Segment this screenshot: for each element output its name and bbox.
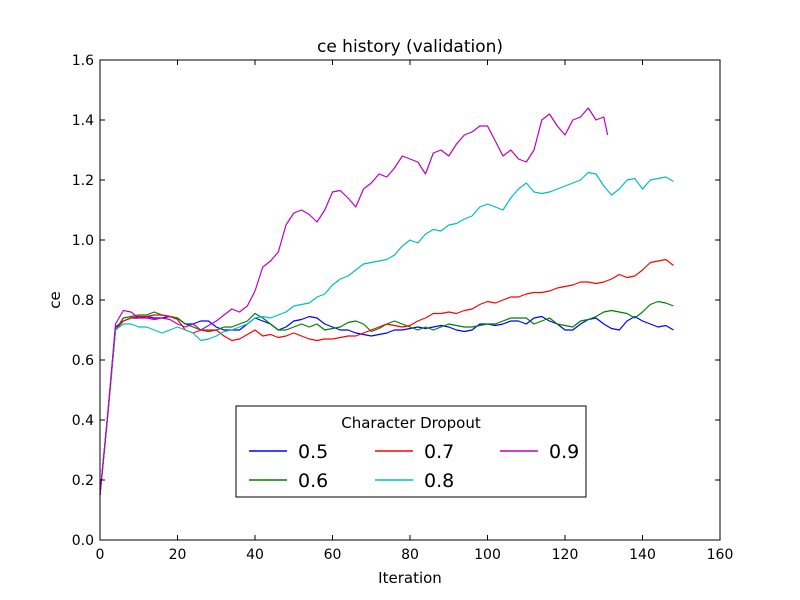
legend-label: 0.8 xyxy=(424,470,454,492)
y-tick-label: 0.0 xyxy=(72,533,94,549)
series-line-0-8 xyxy=(99,171,674,496)
y-tick-label: 1.2 xyxy=(72,173,94,189)
y-axis: 0.0 0.2 0.4 0.6 0.8 1.0 1.2 1.4 1.6 xyxy=(72,53,720,549)
y-tick-label: 0.2 xyxy=(72,473,94,489)
x-tick-label: 20 xyxy=(169,547,187,563)
x-tick-label: 0 xyxy=(96,547,105,563)
legend-entries: 0.5 0.6 0.7 0.8 0.9 xyxy=(249,441,579,492)
x-axis-title: Iteration xyxy=(378,569,442,587)
x-tick-label: 100 xyxy=(474,547,501,563)
series-line-0-9 xyxy=(99,107,609,496)
legend: Character Dropout 0.5 0.6 0.7 0.8 0.9 xyxy=(235,405,587,498)
y-tick-label: 1.4 xyxy=(72,113,94,129)
x-tick-label: 40 xyxy=(246,547,264,563)
y-tick-label: 1.6 xyxy=(72,53,94,69)
series-layer xyxy=(99,107,674,496)
x-tick-label: 160 xyxy=(707,547,734,563)
series-line-0-5 xyxy=(99,315,674,496)
legend-label: 0.7 xyxy=(424,441,454,463)
y-tick-label: 0.4 xyxy=(72,413,94,429)
legend-label: 0.6 xyxy=(298,470,328,492)
chart-title: ce history (validation) xyxy=(317,37,503,57)
x-tick-label: 80 xyxy=(401,547,419,563)
series-line-0-7 xyxy=(99,258,674,496)
y-tick-label: 1.0 xyxy=(72,233,94,249)
x-tick-label: 120 xyxy=(552,547,579,563)
x-tick-label: 60 xyxy=(324,547,342,563)
y-tick-label: 0.8 xyxy=(72,293,94,309)
legend-label: 0.9 xyxy=(549,441,579,463)
x-axis: 0 20 40 60 80 100 120 140 160 xyxy=(96,60,734,563)
x-tick-label: 140 xyxy=(629,547,656,563)
legend-title: Character Dropout xyxy=(341,414,481,432)
legend-label: 0.5 xyxy=(298,441,328,463)
y-axis-title: ce xyxy=(46,291,64,308)
y-tick-label: 0.6 xyxy=(72,353,94,369)
